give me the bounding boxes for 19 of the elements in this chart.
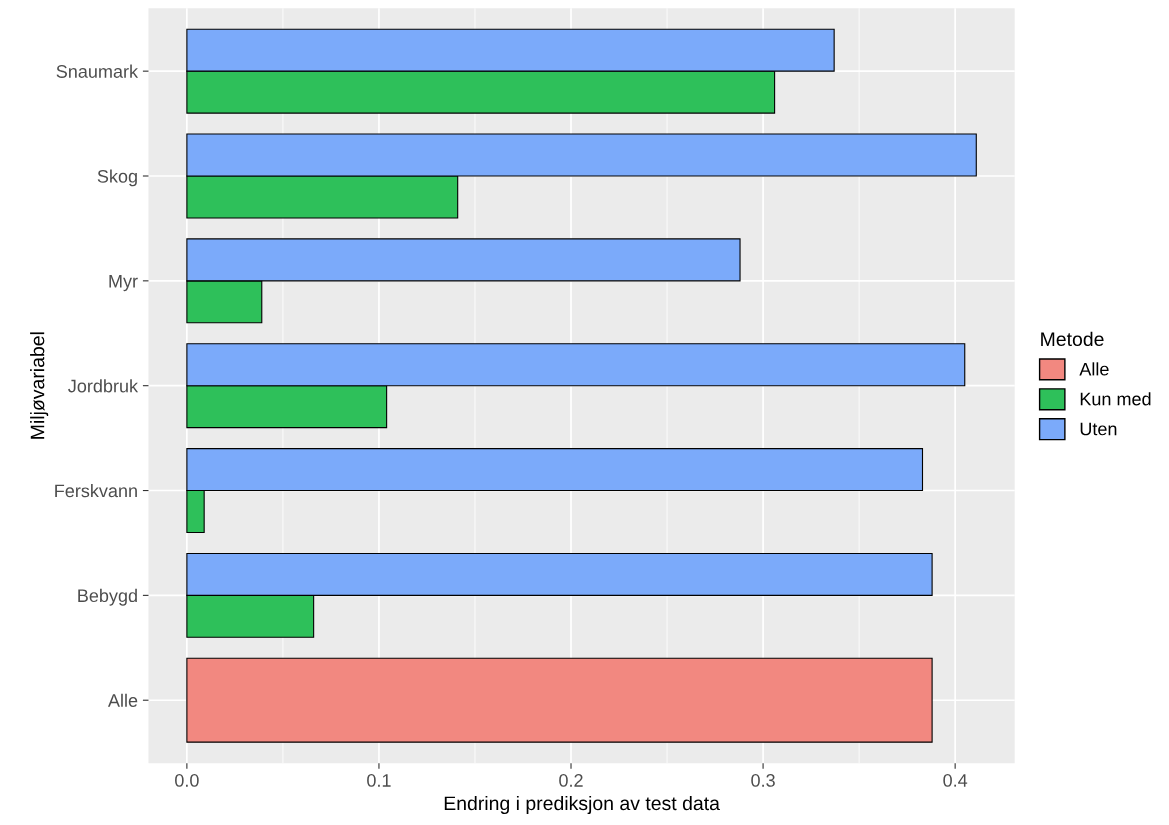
- legend-label: Alle: [1079, 362, 1109, 376]
- y-tick-label: Jordbruk: [68, 379, 139, 393]
- x-tick-label: 0.2: [559, 774, 583, 787]
- x-tick-label: 0.3: [751, 774, 775, 787]
- y-tick-label: Myr: [109, 274, 138, 292]
- x-tick-label: 0.0: [175, 774, 199, 787]
- y-tick-label: Alle: [107, 693, 138, 707]
- legend-label: Uten: [1080, 422, 1117, 436]
- legend-title: Metode: [1041, 331, 1104, 347]
- x-tick-label: 0.4: [943, 774, 968, 787]
- x-tick-label: 0.1: [367, 774, 391, 787]
- y-tick-label: Snaumark: [56, 64, 139, 78]
- y-tick-label: Skog: [97, 169, 137, 187]
- x-axis-title: Endring i prediksjon av test data: [444, 795, 720, 815]
- legend-label: Kun med: [1080, 392, 1151, 406]
- bar: [186, 657, 933, 743]
- y-tick-label: Bebygd: [78, 588, 137, 606]
- y-tick-label: Ferskvann: [55, 483, 137, 498]
- y-axis-title: Miljøvariabel: [30, 332, 49, 439]
